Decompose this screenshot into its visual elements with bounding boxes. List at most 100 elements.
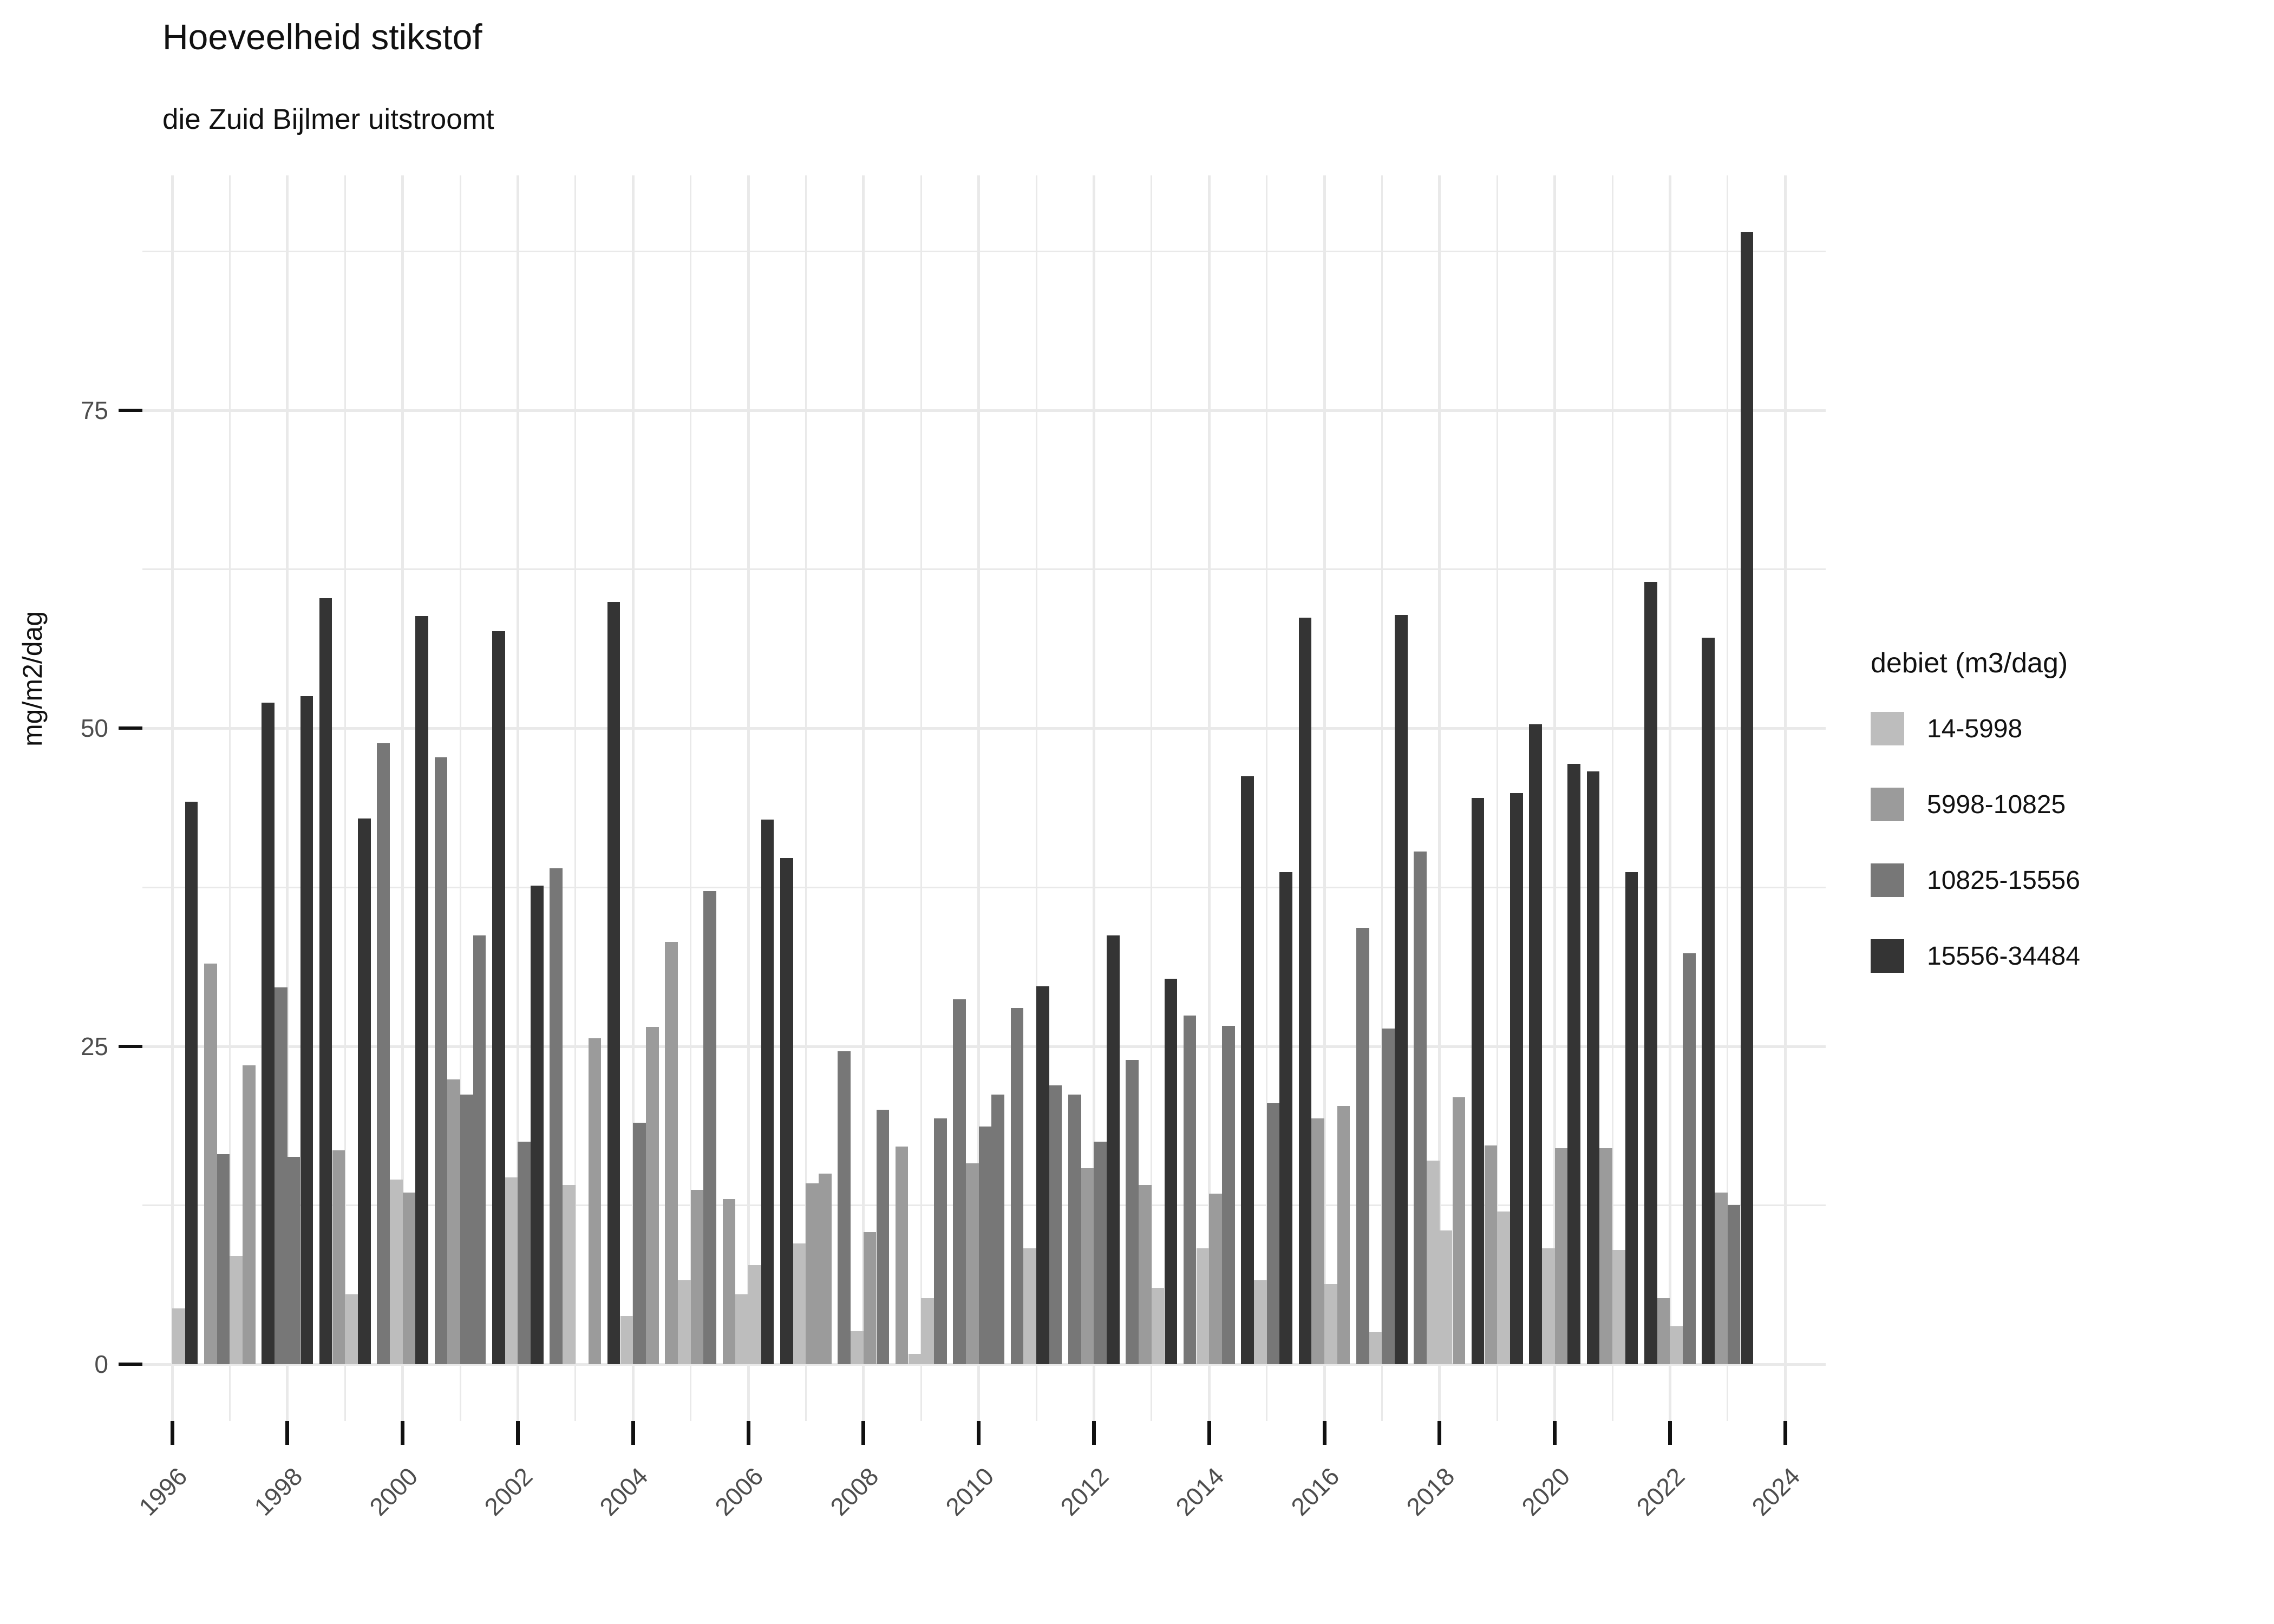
bar-2019-s4 bbox=[1510, 793, 1523, 1364]
bar-2012-s2 bbox=[1081, 1168, 1094, 1364]
gridline-major-v bbox=[1438, 175, 1441, 1421]
bar-2002-s4 bbox=[531, 886, 544, 1364]
bar-2007-s1 bbox=[780, 857, 793, 1364]
gridline-minor-v bbox=[228, 175, 231, 1421]
x-tick-label: 2022 bbox=[1631, 1462, 1690, 1521]
bar-2017-s2 bbox=[1369, 1332, 1382, 1364]
legend-item-15556-34484: 15556-34484 bbox=[1871, 939, 2080, 973]
x-tick-mark bbox=[1668, 1421, 1672, 1445]
bar-2019-s2 bbox=[1484, 1145, 1498, 1364]
legend-item-5998-10825: 5998-10825 bbox=[1871, 788, 2080, 821]
gridline-minor-v bbox=[344, 175, 346, 1421]
bar-2003-s2 bbox=[563, 1184, 576, 1364]
x-tick-mark bbox=[1783, 1421, 1787, 1445]
bar-1996-s4 bbox=[185, 802, 198, 1364]
legend-label: 14-5998 bbox=[1927, 714, 2023, 743]
bar-2004-s3 bbox=[633, 1122, 646, 1364]
x-tick-mark bbox=[401, 1421, 405, 1445]
bar-2005-s3 bbox=[690, 1190, 704, 1364]
legend-title: debiet (m3/dag) bbox=[1871, 647, 2068, 679]
bar-2023-s2 bbox=[1715, 1192, 1728, 1364]
x-tick-label: 2004 bbox=[594, 1462, 654, 1521]
bar-2001-s4 bbox=[473, 935, 486, 1364]
bar-2022-s4 bbox=[1683, 953, 1696, 1364]
x-tick-mark bbox=[1322, 1421, 1327, 1445]
gridline-minor-v bbox=[1496, 175, 1498, 1421]
bar-2018-s4 bbox=[1452, 1097, 1466, 1364]
x-tick-mark bbox=[977, 1421, 981, 1445]
bar-1996-s3 bbox=[172, 1308, 185, 1364]
bar-1999-s3 bbox=[345, 1294, 358, 1364]
x-tick-mark bbox=[285, 1421, 290, 1445]
gridline-minor-v bbox=[1266, 175, 1268, 1421]
bar-2020-s2 bbox=[1541, 1248, 1555, 1364]
bar-2010-s2 bbox=[965, 1163, 979, 1364]
bar-2008-s3 bbox=[863, 1232, 877, 1364]
gridline-minor-h bbox=[142, 886, 1826, 888]
bar-2013-s2 bbox=[1139, 1184, 1152, 1364]
bar-2015-s2 bbox=[1253, 1280, 1267, 1364]
x-tick-mark bbox=[1092, 1421, 1096, 1445]
bar-2004-s1 bbox=[607, 602, 620, 1364]
y-tick-label: 75 bbox=[80, 396, 108, 424]
bar-2006-s4 bbox=[761, 820, 774, 1364]
gridline-minor-v bbox=[1035, 175, 1037, 1421]
bar-2022-s2 bbox=[1657, 1298, 1670, 1364]
bar-2018-s3 bbox=[1439, 1230, 1453, 1364]
bar-1997-s3 bbox=[230, 1256, 243, 1364]
bar-2002-s1 bbox=[492, 631, 505, 1364]
plot-panel bbox=[142, 175, 1826, 1421]
legend-swatch-2 bbox=[1871, 788, 1904, 821]
bar-2005-s4 bbox=[703, 890, 716, 1364]
bar-2021-s3 bbox=[1612, 1249, 1625, 1364]
gridline-minor-v bbox=[690, 175, 692, 1421]
bar-2022-s1 bbox=[1644, 581, 1657, 1364]
y-tick-label: 0 bbox=[94, 1350, 108, 1378]
bar-2023-s4 bbox=[1740, 232, 1754, 1364]
legend: debiet (m3/dag) 14-5998 5998-10825 10825-1… bbox=[1871, 647, 2080, 1015]
gridline-major-h bbox=[142, 1045, 1826, 1048]
gridline-minor-v bbox=[805, 175, 807, 1421]
bar-2000-s4 bbox=[415, 616, 428, 1364]
gridline-major-v bbox=[977, 175, 981, 1421]
x-tick-label: 2018 bbox=[1401, 1462, 1460, 1521]
legend-items: 14-5998 5998-10825 10825-15556 15556-34484 bbox=[1871, 712, 2080, 973]
x-tick-label: 2014 bbox=[1170, 1462, 1230, 1521]
bar-2004-s2 bbox=[620, 1315, 633, 1364]
bar-2012-s1 bbox=[1068, 1094, 1081, 1364]
bar-2023-s3 bbox=[1727, 1205, 1741, 1364]
bar-2012-s3 bbox=[1094, 1141, 1107, 1364]
legend-label: 5998-10825 bbox=[1927, 790, 2066, 819]
bar-2005-s1 bbox=[665, 941, 678, 1364]
bar-2006-s3 bbox=[748, 1265, 761, 1364]
bar-2013-s4 bbox=[1164, 978, 1178, 1364]
x-tick-label: 2010 bbox=[939, 1462, 999, 1521]
bar-2009-s3 bbox=[921, 1298, 934, 1364]
chart-title: Hoeveelheid stikstof bbox=[162, 17, 482, 57]
bar-1999-s4 bbox=[357, 818, 371, 1364]
bar-2002-s3 bbox=[518, 1141, 531, 1364]
bar-2009-s2 bbox=[908, 1354, 922, 1364]
x-tick-label: 2000 bbox=[363, 1462, 423, 1521]
bar-2017-s3 bbox=[1382, 1028, 1395, 1364]
bar-2010-s3 bbox=[978, 1126, 992, 1364]
bar-1998-s2 bbox=[275, 987, 287, 1364]
x-tick-mark bbox=[861, 1421, 866, 1445]
bar-2000-s1 bbox=[377, 743, 390, 1364]
gridline-major-v bbox=[631, 175, 635, 1421]
bar-2019-s3 bbox=[1497, 1212, 1510, 1364]
x-tick-label: 2020 bbox=[1515, 1462, 1576, 1521]
bar-2018-s2 bbox=[1427, 1161, 1440, 1364]
x-tick-label: 2008 bbox=[825, 1462, 884, 1521]
bar-2016-s4 bbox=[1337, 1105, 1350, 1364]
bar-2015-s4 bbox=[1279, 872, 1292, 1364]
bar-2010-s4 bbox=[991, 1094, 1004, 1364]
y-tick-mark bbox=[119, 726, 142, 730]
x-tick-label: 2002 bbox=[479, 1462, 538, 1521]
bar-2008-s4 bbox=[876, 1110, 890, 1364]
y-tick-mark bbox=[119, 408, 142, 412]
x-tick-mark bbox=[746, 1421, 750, 1445]
bar-2019-s1 bbox=[1471, 798, 1485, 1364]
gridline-major-h bbox=[142, 1363, 1826, 1366]
gridline-major-v bbox=[1783, 175, 1787, 1421]
